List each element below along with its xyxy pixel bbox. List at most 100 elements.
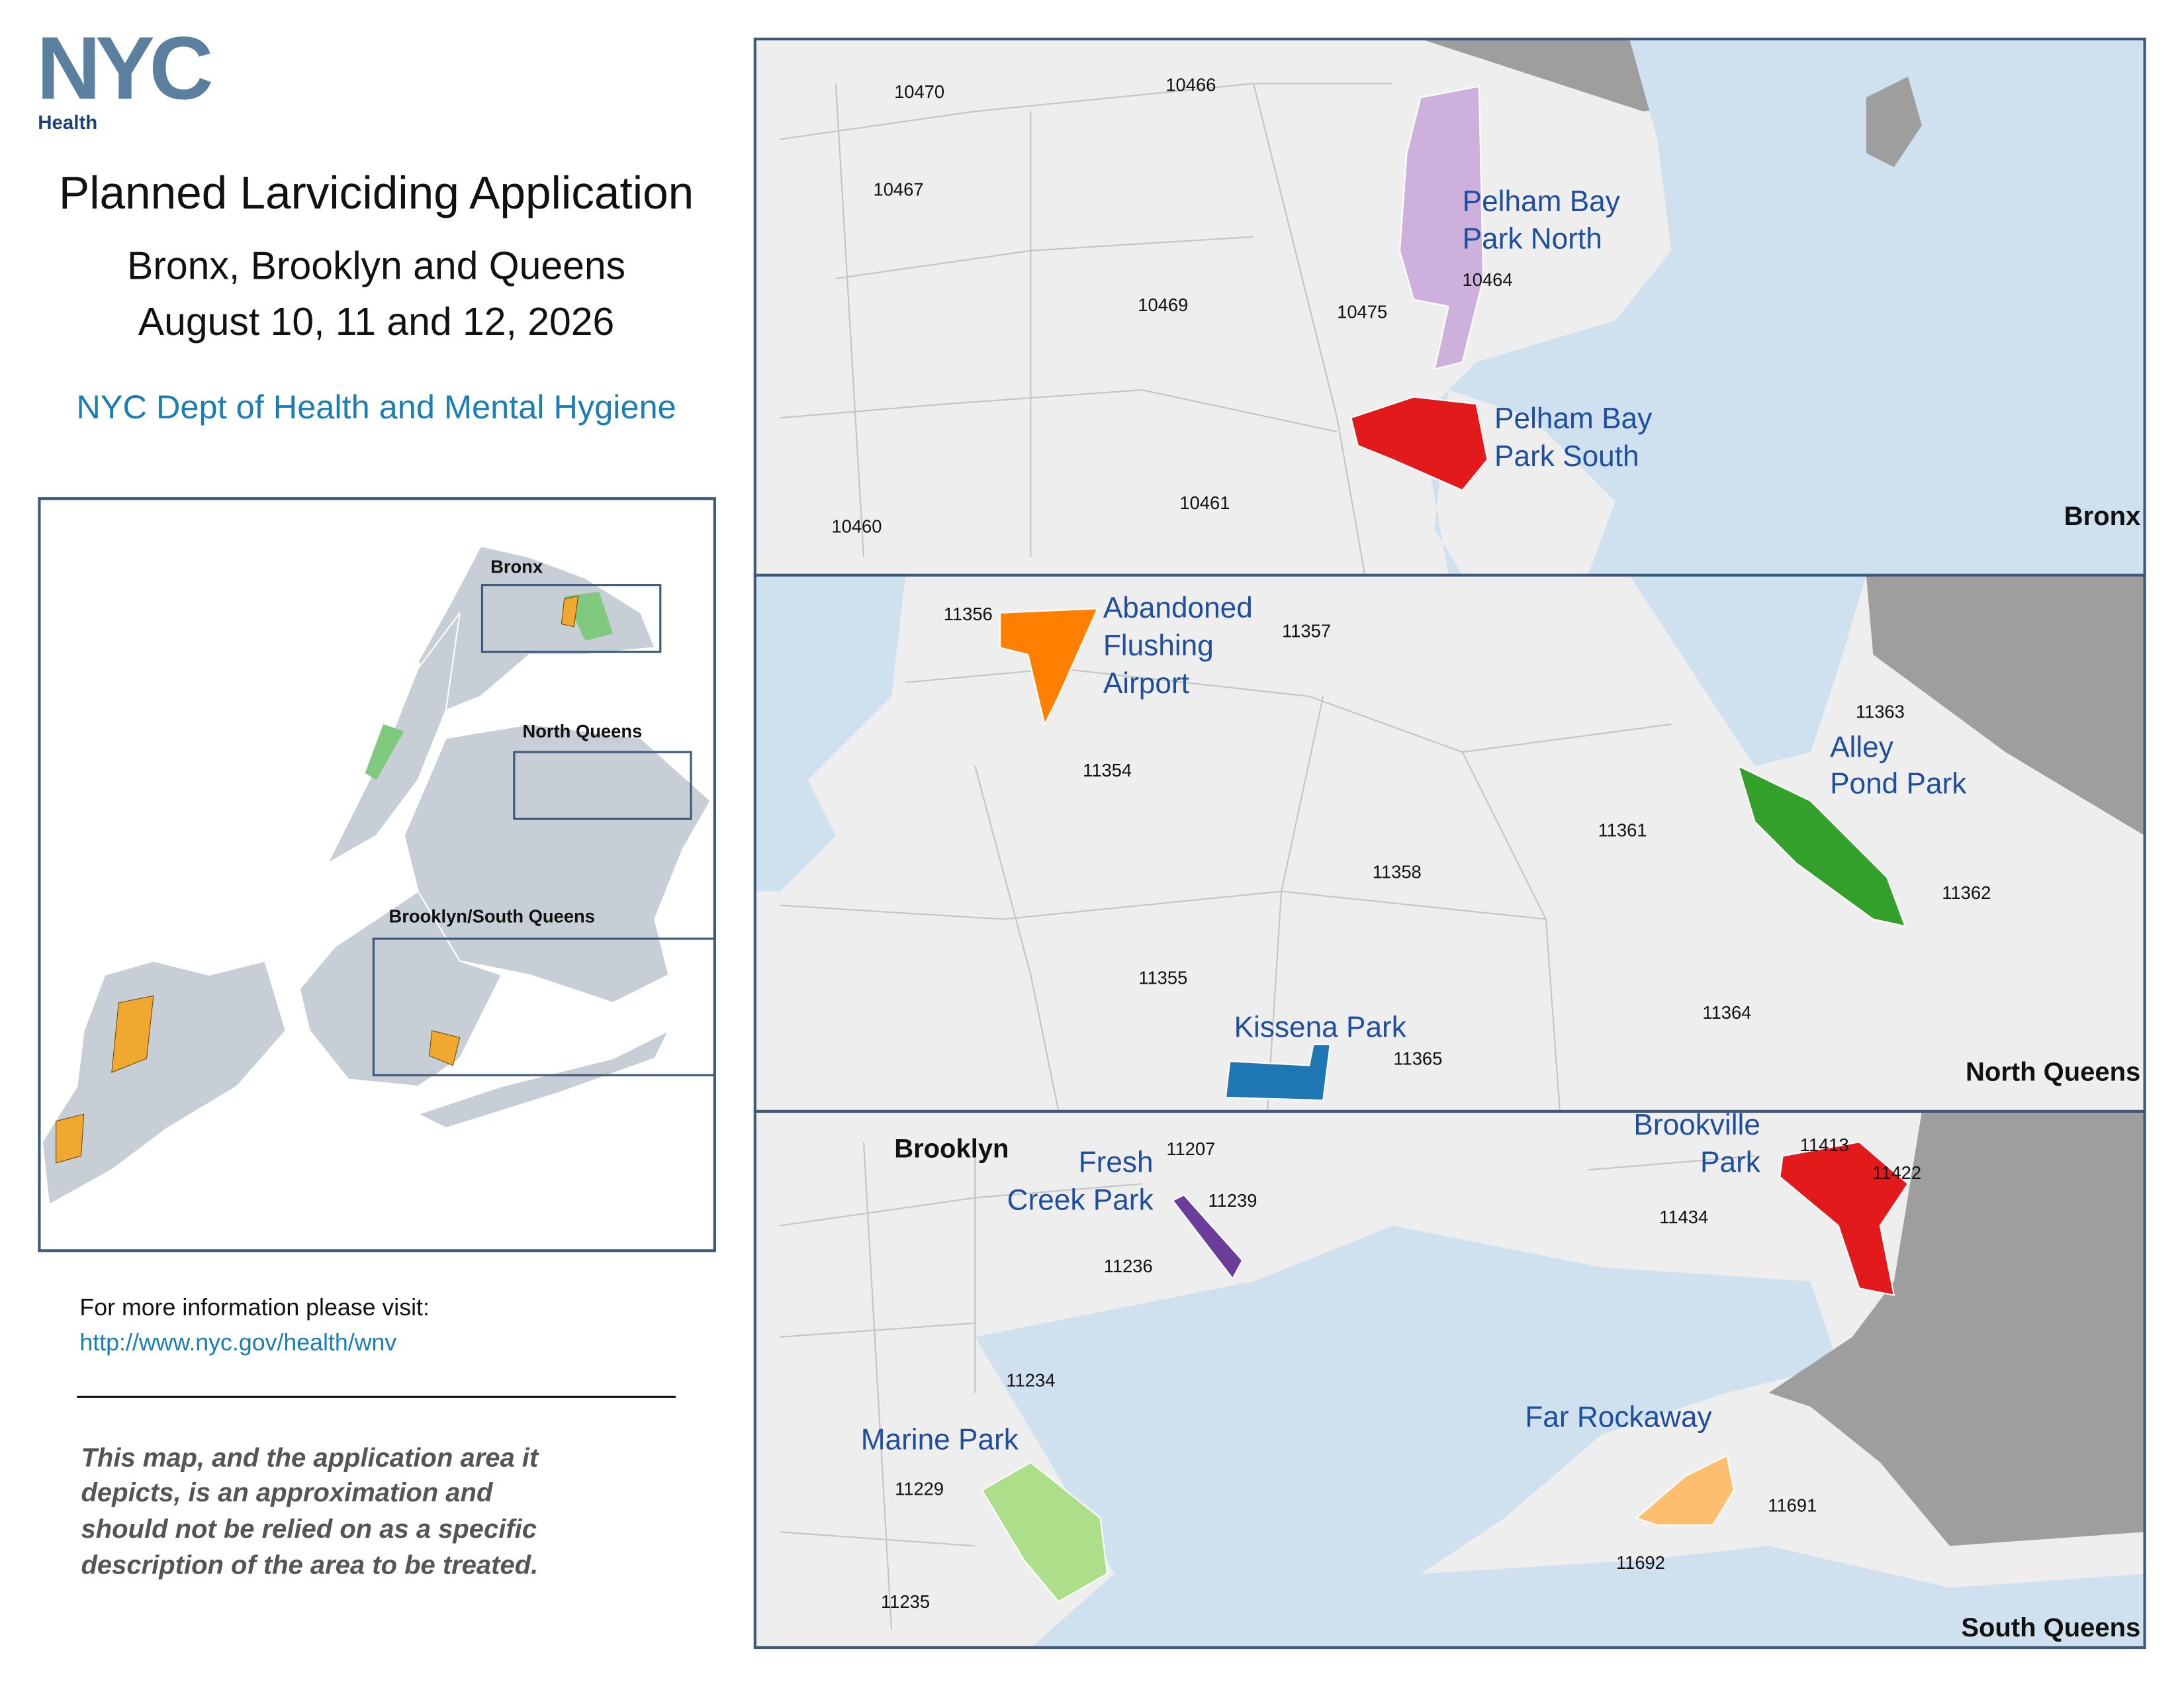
rockaway-shape [416,1029,670,1129]
labels: 10470 10466 10467 10469 10475 10464 1046… [831,75,2140,1643]
water [1420,38,2145,575]
park-label: Far Rockaway [1525,1401,1711,1434]
park-label: Kissena Park [1234,1011,1407,1043]
zip-code: 11364 [1702,1002,1751,1023]
park-label: Creek Park [1007,1184,1154,1216]
title: Planned Larviciding Application [59,167,694,218]
zip-code: 11413 [1800,1135,1849,1155]
subtitle: August 10, 11 and 12, 2026 [138,301,614,344]
disclaimer: description of the area to be treated. [81,1551,539,1580]
zip-code: 11365 [1393,1048,1442,1068]
region-label: North Queens [1966,1058,2140,1087]
park-area [1224,1043,1331,1102]
park-label: Flushing [1103,630,1214,662]
zip-code: 11422 [1872,1162,1921,1183]
info-text: For more information please visit: [79,1294,430,1321]
boundaries [780,83,1393,576]
park-area [1737,765,1907,927]
park-label: Pond Park [1830,767,1967,800]
agency: NYC Dept of Health and Mental Hygiene [76,388,676,426]
island [1866,76,1922,167]
park-label: Pelham Bay [1463,185,1620,218]
zip-code: 11356 [944,604,993,624]
park-label: Park [1700,1147,1761,1179]
zip-code: 11229 [895,1478,944,1499]
zip-code: 11434 [1659,1207,1708,1227]
park-area [1635,1454,1735,1526]
overview-map: Bronx North Queens Brooklyn/South Queens [38,497,716,1252]
logo-wordmark: NYC [36,18,211,118]
zip-code: 11355 [1138,967,1187,988]
water [1629,575,1866,767]
bronx-shape [417,545,656,712]
zip-code: 10464 [1463,269,1513,290]
borough-label: Brooklyn [894,1134,1009,1163]
inset-frame [513,751,692,820]
park-label: Park South [1494,440,1639,473]
zip-code: 10469 [1138,295,1188,315]
region-label: South Queens [1961,1613,2140,1642]
other-area [1768,1111,2145,1546]
water [754,575,906,892]
inset-frame [480,584,662,653]
park-label: Alley [1830,731,1893,764]
water [975,1225,2145,1648]
park-area [1398,85,1484,370]
boundaries [780,1142,1755,1630]
south-queens-panel [753,1109,2146,1650]
disclaimer: This map, and the application area it [81,1444,539,1473]
zip-code: 11361 [1598,820,1647,840]
zip-code: 11357 [1282,620,1331,641]
overview-label: North Queens [522,721,642,741]
zip-code: 11235 [881,1591,930,1612]
park-label: Brookville [1633,1109,1760,1141]
zip-code: 11354 [1083,760,1132,780]
overview-park [111,995,154,1073]
staten-island-shape [41,960,287,1206]
park-label: Fresh [1079,1147,1154,1179]
region-label: Bronx [2064,502,2140,531]
info-url[interactable]: http://www.nyc.gov/health/wnv [79,1329,396,1356]
zip-code: 11236 [1104,1256,1153,1276]
zip-code: 11239 [1208,1190,1257,1211]
overview-label: Bronx [490,557,543,577]
boundaries [780,667,1672,1112]
zip-code: 11362 [1942,882,1991,903]
overview-park [365,724,404,780]
overview-park [56,1113,85,1164]
zip-code: 10467 [874,179,924,199]
zip-code: 10461 [1179,492,1230,513]
overview-park [561,595,579,628]
zip-code: 10470 [894,81,944,102]
disclaimer: should not be relied on as a specific [81,1515,537,1544]
zip-code: 11207 [1166,1139,1215,1159]
disclaimer: depicts, is an approximation and [81,1478,494,1507]
park-label: Abandoned [1103,592,1253,624]
park-area [981,1461,1109,1603]
overview-frame [38,497,716,1252]
zip-code: 11358 [1373,861,1422,882]
park-area [999,608,1099,727]
inset-frame [372,937,716,1076]
park-label: Marine Park [861,1423,1019,1456]
zip-code: 10466 [1165,75,1216,95]
bronx-panel [753,37,2146,577]
panel-frame [753,1109,2146,1650]
zip-code: 11692 [1616,1552,1665,1573]
zip-code: 11691 [1768,1495,1817,1516]
park-label: Park North [1463,223,1602,256]
zip-code: 11234 [1006,1370,1055,1390]
park-area [1350,396,1488,491]
park-label: Pelham Bay [1494,402,1652,435]
park-label: Airport [1103,667,1189,700]
park-area [1779,1141,1909,1297]
subtitle: Bronx, Brooklyn and Queens [127,245,625,288]
overview-label: Brooklyn/South Queens [389,906,595,927]
other-area [1866,575,2145,836]
zip-code: 11363 [1856,701,1905,722]
park-area [1171,1194,1244,1280]
zip-code: 10460 [831,516,882,537]
north-queens-panel [753,573,2146,1113]
